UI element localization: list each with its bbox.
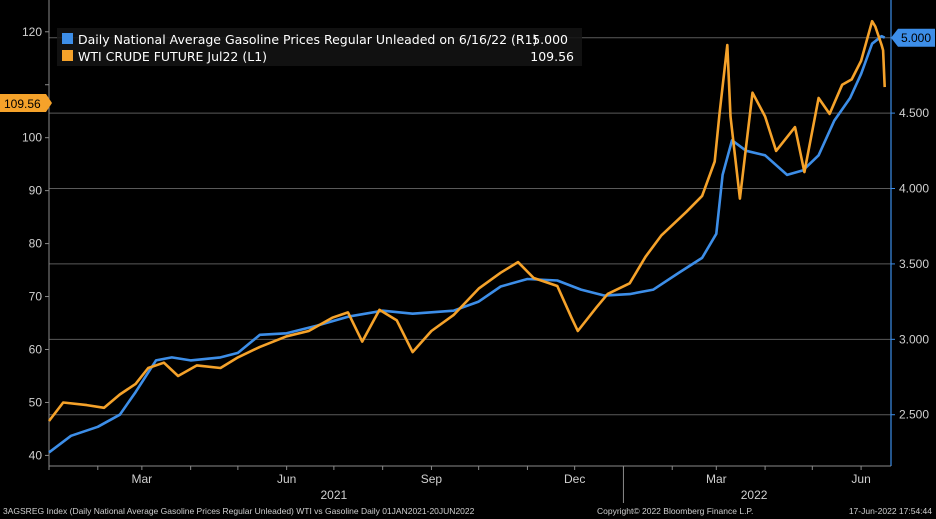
legend-label-wti: WTI CRUDE FUTURE Jul22 (L1) <box>78 49 267 64</box>
left-tick-label-100: 100 <box>22 131 42 145</box>
series-line-gasoline <box>48 34 886 454</box>
x-month-label-2: Sep <box>421 472 443 486</box>
x-year-label-0: 2021 <box>321 488 348 502</box>
legend-label-gasoline: Daily National Average Gasoline Prices R… <box>78 32 537 47</box>
series-line-wti <box>47 19 886 422</box>
x-month-label-4: Mar <box>706 472 727 486</box>
axes <box>48 0 892 467</box>
left-tick-label-120: 120 <box>22 25 42 39</box>
x-axis-labels: Mar Jun Sep Dec Mar Jun 2021 2022 <box>48 466 871 503</box>
left-tick-label-60: 60 <box>29 343 43 357</box>
right-axis-tick-labels: 2.500 3.000 3.500 4.000 4.500 <box>891 37 929 422</box>
tag-wti-background <box>0 94 52 112</box>
x-month-label-5: Jun <box>851 472 870 486</box>
tag-gasoline-value: 5.000 <box>901 31 931 45</box>
last-value-tag-gasoline: 5.000 <box>891 28 935 47</box>
right-tick-label-4: 4.000 <box>899 182 929 196</box>
left-tick-label-80: 80 <box>29 237 43 251</box>
tag-gasoline-background <box>891 28 935 47</box>
legend-swatch-gasoline <box>62 33 73 44</box>
left-tick-label-70: 70 <box>29 290 43 304</box>
x-year-label-1: 2022 <box>741 488 768 502</box>
legend-value-gasoline: 5.000 <box>532 32 568 47</box>
footer-timestamp: 17-Jun-2022 17:54:44 <box>849 506 932 516</box>
legend-background <box>57 28 582 66</box>
right-tick-label-3: 3.000 <box>899 332 929 346</box>
series-lines <box>47 19 886 454</box>
legend: Daily National Average Gasoline Prices R… <box>57 28 582 66</box>
tag-wti-value: 109.56 <box>4 97 41 111</box>
footer-description: 3AGSREG Index (Daily National Average Ga… <box>3 506 475 516</box>
left-tick-label-50: 50 <box>29 395 43 409</box>
left-tick-label-40: 40 <box>29 448 43 462</box>
left-axis-tick-labels: 40 50 60 70 80 90 100 120 <box>22 25 49 462</box>
right-tick-label-2.5: 2.500 <box>899 408 929 422</box>
right-tick-label-3.5: 3.500 <box>899 257 929 271</box>
right-tick-label-4.5: 4.500 <box>899 106 929 120</box>
footer-copyright: Copyright© 2022 Bloomberg Finance L.P. <box>597 506 753 516</box>
last-value-tag-wti: 109.56 <box>0 94 52 112</box>
x-month-label-0: Mar <box>132 472 153 486</box>
legend-swatch-wti <box>62 50 73 61</box>
legend-value-wti: 109.56 <box>530 49 574 64</box>
x-month-label-3: Dec <box>564 472 585 486</box>
footer: 3AGSREG Index (Daily National Average Ga… <box>3 506 932 516</box>
x-month-label-1: Jun <box>277 472 296 486</box>
left-tick-label-90: 90 <box>29 184 43 198</box>
